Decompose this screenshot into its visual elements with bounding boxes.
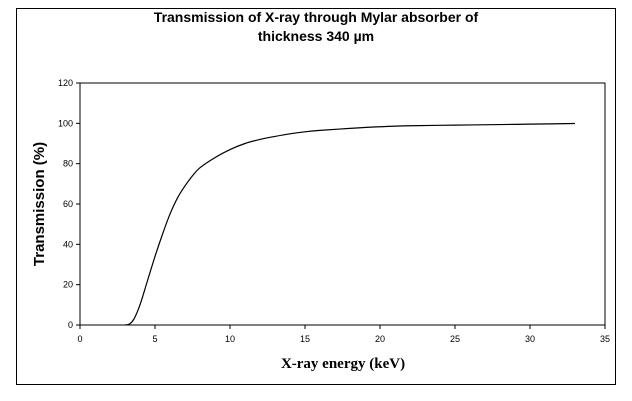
chart-title-line-1: Transmission of X-ray through Mylar abso… (153, 9, 479, 25)
chart-title-line-2: thickness 340 µm (257, 28, 375, 44)
x-tick-label: 15 (300, 334, 310, 344)
x-tick-label: 20 (375, 334, 385, 344)
x-tick-label: 10 (225, 334, 235, 344)
series-line-0 (124, 122, 576, 326)
series-layer (124, 122, 576, 326)
y-tick-label: 20 (63, 280, 73, 290)
y-tick-label: 60 (63, 199, 73, 209)
chart-title: Transmission of X-ray through Mylar abso… (0, 8, 632, 46)
y-axis-ticks: 0 20 40 60 80 100 120 (58, 78, 80, 330)
y-axis-label: Transmission (%) (31, 142, 48, 266)
y-tick-label: 120 (58, 78, 73, 88)
plot-area (79, 82, 606, 326)
x-axis-label: X-ray energy (keV) (281, 356, 405, 372)
y-tick-label: 40 (63, 239, 73, 249)
y-tick-label: 80 (63, 159, 73, 169)
x-tick-label: 35 (600, 334, 610, 344)
x-tick-label: 25 (450, 334, 460, 344)
y-tick-label: 100 (58, 118, 73, 128)
plot-border (79, 82, 606, 326)
x-tick-label: 30 (525, 334, 535, 344)
y-tick-label: 0 (68, 320, 73, 330)
x-tick-label: 0 (77, 334, 82, 344)
x-tick-label: 5 (152, 334, 157, 344)
x-axis-ticks: 0 5 10 15 20 25 30 35 (77, 325, 610, 344)
